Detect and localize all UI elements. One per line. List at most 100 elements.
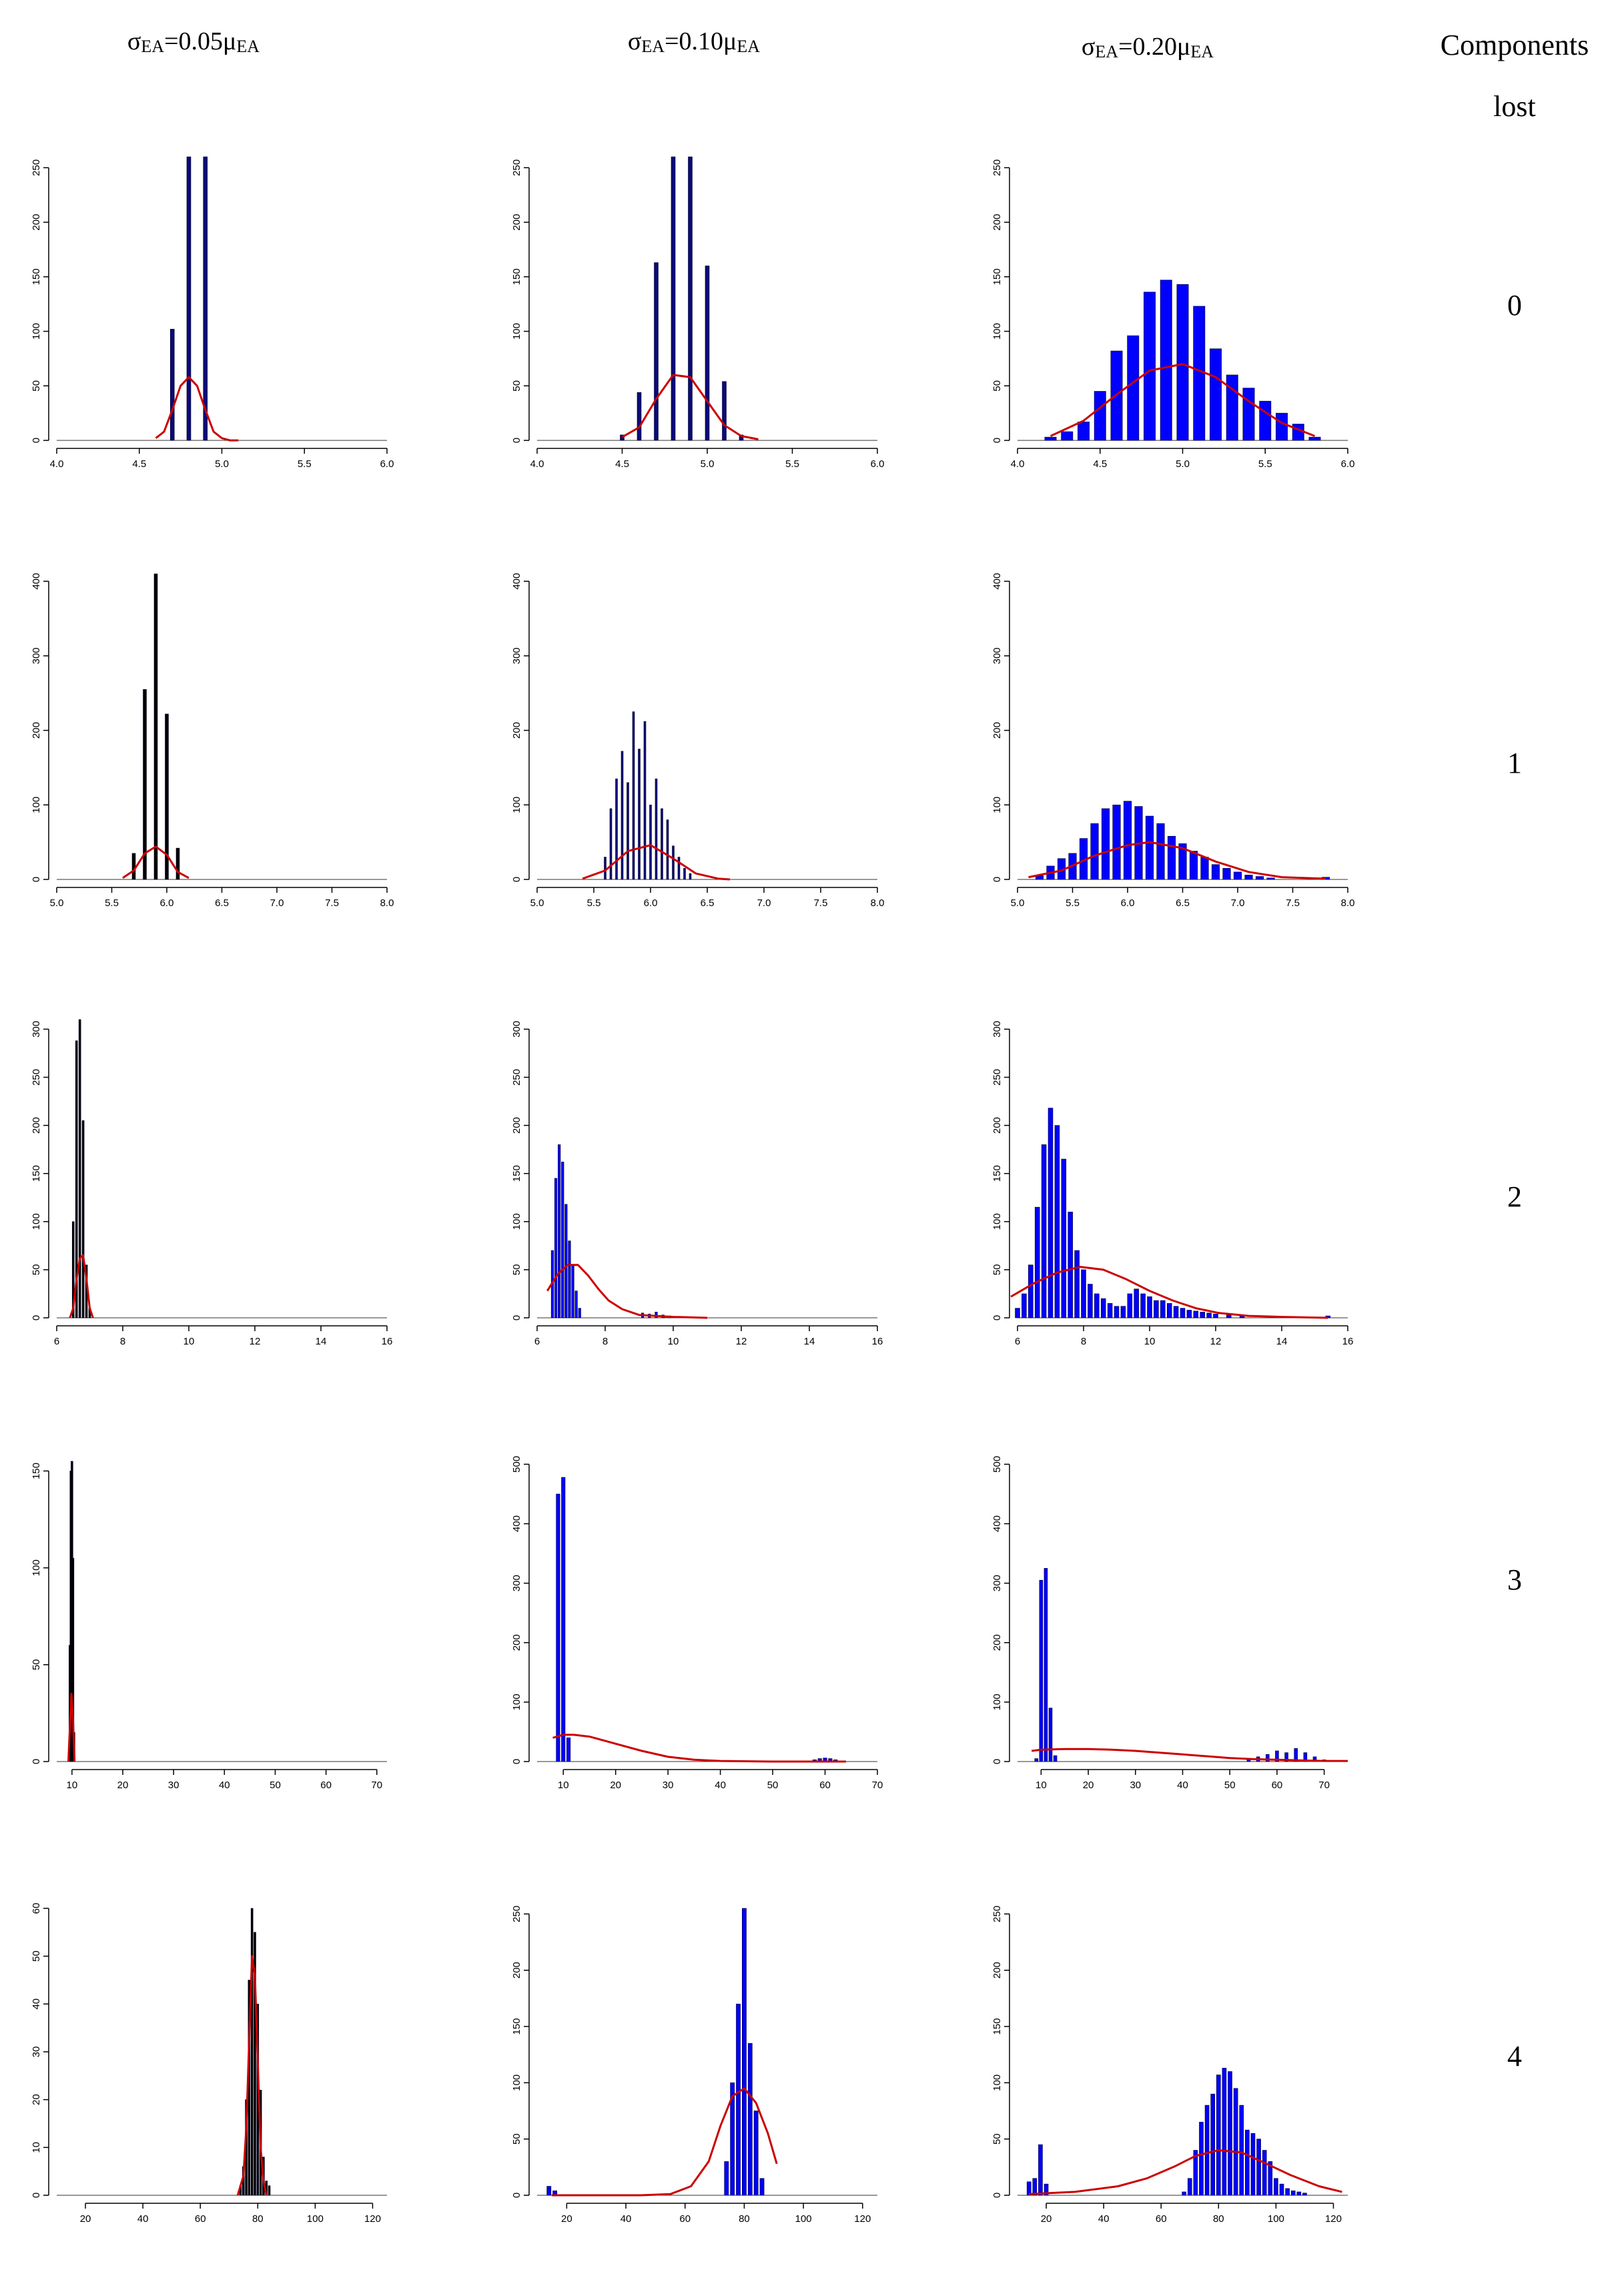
histogram-bar — [1187, 2178, 1192, 2196]
histogram-bar — [637, 392, 642, 441]
x-tick-label: 10 — [67, 1780, 78, 1791]
histogram-bar — [268, 2185, 271, 2196]
y-tick-label: 100 — [991, 2074, 1003, 2091]
x-tick-label: 6 — [54, 1336, 59, 1347]
x-tick-label: 50 — [767, 1780, 779, 1791]
x-tick-label: 6.0 — [160, 897, 174, 909]
histogram-bar — [81, 1120, 85, 1318]
y-tick-label: 200 — [31, 214, 42, 231]
y-tick-label: 100 — [511, 1693, 522, 1710]
density-curve — [552, 2087, 778, 2197]
histogram-bar — [1156, 823, 1165, 880]
x-tick-label: 12 — [250, 1336, 261, 1347]
y-tick-label: 100 — [511, 1213, 522, 1230]
histogram-bar — [609, 808, 613, 880]
x-tick-label: 12 — [1210, 1336, 1222, 1347]
y-tick-label: 150 — [991, 1165, 1003, 1182]
y-tick-label: 0 — [991, 1315, 1003, 1320]
histogram-bar — [655, 778, 658, 880]
y-tick-label: 20 — [31, 2094, 42, 2105]
histogram-bar — [654, 262, 659, 441]
y-tick-label: 400 — [991, 1515, 1003, 1532]
histogram-bar — [165, 713, 169, 880]
y-tick-label: 300 — [511, 1575, 522, 1591]
histogram-bar — [1262, 2150, 1267, 2196]
histogram-bar — [1123, 801, 1132, 880]
density-curve — [69, 1254, 94, 1318]
x-tick-label: 6.0 — [871, 458, 885, 470]
x-tick-label: 6.5 — [701, 897, 715, 909]
histogram-bar — [1303, 1752, 1308, 1762]
x-tick-label: 10 — [558, 1780, 569, 1791]
y-tick-label: 100 — [991, 323, 1003, 340]
histogram-bar — [1180, 1308, 1186, 1318]
x-tick-label: 8.0 — [871, 897, 885, 909]
histogram-bar — [753, 2111, 759, 2196]
x-tick-label: 70 — [872, 1780, 883, 1791]
x-tick-label: 6.0 — [644, 897, 658, 909]
x-tick-label: 4.0 — [50, 458, 64, 470]
x-tick-label: 120 — [854, 2213, 871, 2225]
x-tick-label: 100 — [307, 2213, 324, 2225]
y-tick-label: 300 — [31, 647, 42, 664]
histogram-bar — [1239, 2105, 1244, 2196]
y-tick-label: 50 — [991, 1264, 1003, 1276]
y-tick-label: 100 — [991, 1213, 1003, 1230]
histogram-bar — [666, 819, 669, 880]
histogram-bar — [1078, 421, 1090, 441]
y-tick-label: 150 — [991, 2018, 1003, 2035]
histogram-bar — [1167, 835, 1176, 880]
histogram-bar — [1176, 284, 1189, 441]
histogram-bar — [672, 845, 675, 880]
header-value: =0.05μ — [164, 27, 237, 55]
x-tick-label: 60 — [819, 1780, 831, 1791]
header-sigma: σ — [627, 27, 642, 55]
x-tick-label: 40 — [137, 2213, 149, 2225]
histogram-bar — [1245, 2129, 1250, 2196]
histogram-bar — [1204, 2105, 1210, 2196]
histogram-bar — [1206, 1312, 1212, 1318]
x-tick-label: 6.0 — [1341, 458, 1355, 470]
y-tick-label: 100 — [31, 323, 42, 340]
y-tick-label: 300 — [991, 1575, 1003, 1591]
x-tick-label: 12 — [736, 1336, 747, 1347]
y-tick-label: 40 — [31, 1998, 42, 2010]
x-tick-label: 20 — [1083, 1780, 1094, 1791]
histogram-bar — [1250, 2133, 1256, 2196]
histogram-bar — [1147, 1296, 1152, 1318]
histogram-bar — [1222, 867, 1231, 880]
y-tick-label: 100 — [511, 797, 522, 813]
y-tick-label: 50 — [991, 380, 1003, 392]
histogram-bar — [604, 857, 606, 880]
x-tick-label: 6.0 — [1121, 897, 1135, 909]
density-curve — [1029, 2149, 1342, 2195]
histogram-bar — [1068, 1212, 1073, 1318]
histogram-bar — [1044, 2183, 1049, 2196]
y-tick-label: 300 — [991, 1021, 1003, 1038]
x-tick-label: 30 — [663, 1780, 674, 1791]
histogram-bar — [1266, 877, 1275, 880]
row-label-1: 1 — [1507, 747, 1522, 779]
y-tick-label: 250 — [991, 159, 1003, 176]
components-lost-header: Components lost — [1414, 15, 1615, 137]
y-tick-label: 50 — [31, 1659, 42, 1670]
histogram-bar — [638, 749, 641, 880]
histogram-bar — [689, 873, 692, 880]
histogram-bar — [677, 857, 681, 880]
histogram-bar — [736, 2004, 741, 2196]
x-tick-label: 5.5 — [298, 458, 312, 470]
density-curve — [155, 376, 239, 442]
y-tick-label: 200 — [511, 214, 522, 231]
x-tick-label: 60 — [679, 2213, 691, 2225]
y-tick-label: 300 — [31, 1021, 42, 1038]
density-curve — [582, 844, 731, 881]
histogram-bar — [632, 711, 635, 880]
histogram-bar — [747, 2043, 753, 2196]
y-tick-label: 100 — [991, 797, 1003, 813]
header-sub: EA — [1190, 42, 1214, 61]
y-tick-label: 150 — [31, 1165, 42, 1182]
histogram-bar — [1090, 823, 1099, 880]
y-tick-label: 50 — [991, 2133, 1003, 2145]
x-tick-label: 8.0 — [1341, 897, 1355, 909]
header-sub: EA — [141, 37, 165, 56]
